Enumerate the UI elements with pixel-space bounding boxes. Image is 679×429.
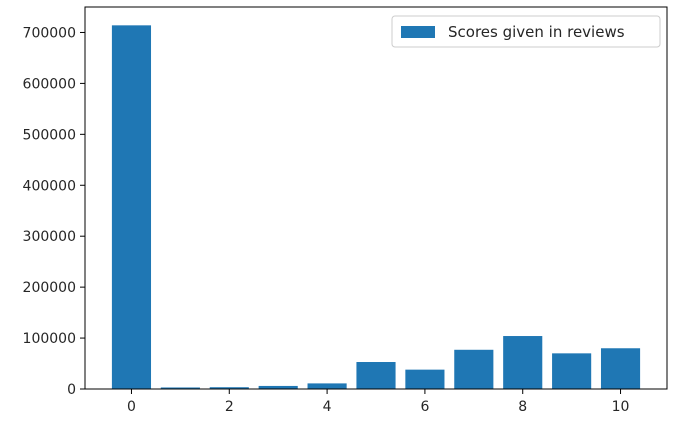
y-tick-label: 300000 (23, 229, 76, 245)
x-tick-label: 8 (518, 399, 527, 415)
y-tick-label: 600000 (23, 76, 76, 92)
bar-score-8 (503, 336, 543, 389)
bar-score-0 (111, 25, 152, 390)
plot-area (85, 7, 667, 389)
bars-group (111, 25, 641, 390)
x-tick-label: 2 (225, 399, 234, 415)
legend-swatch (401, 26, 435, 38)
y-tick-label: 0 (67, 382, 76, 398)
bar-score-7 (454, 349, 494, 389)
x-tick-label: 10 (612, 399, 630, 415)
bar-score-3 (258, 385, 298, 389)
legend: Scores given in reviews (391, 15, 661, 48)
axes-frame (84, 6, 668, 390)
y-axis: 0 100000 200000 300000 400000 500000 600000 700… (23, 25, 85, 398)
y-tick-label: 400000 (23, 178, 76, 194)
x-tick-label: 4 (323, 399, 332, 415)
bar-score-10 (600, 348, 641, 389)
bar-score-2 (209, 387, 249, 389)
legend-label: Scores given in reviews (448, 23, 625, 41)
bar-score-1 (160, 387, 200, 389)
bar-score-5 (356, 362, 396, 389)
x-tick-label: 0 (127, 399, 136, 415)
legend-box (391, 15, 661, 48)
x-axis: 0 2 4 6 8 10 (127, 389, 629, 415)
bar-score-9 (552, 353, 592, 389)
y-tick-label: 200000 (23, 280, 76, 296)
y-tick-label: 100000 (23, 331, 76, 347)
bar-score-4 (307, 383, 347, 389)
bar-score-6 (405, 369, 445, 389)
y-tick-label: 500000 (23, 127, 76, 143)
y-tick-label: 700000 (23, 25, 76, 41)
x-tick-label: 6 (420, 399, 429, 415)
